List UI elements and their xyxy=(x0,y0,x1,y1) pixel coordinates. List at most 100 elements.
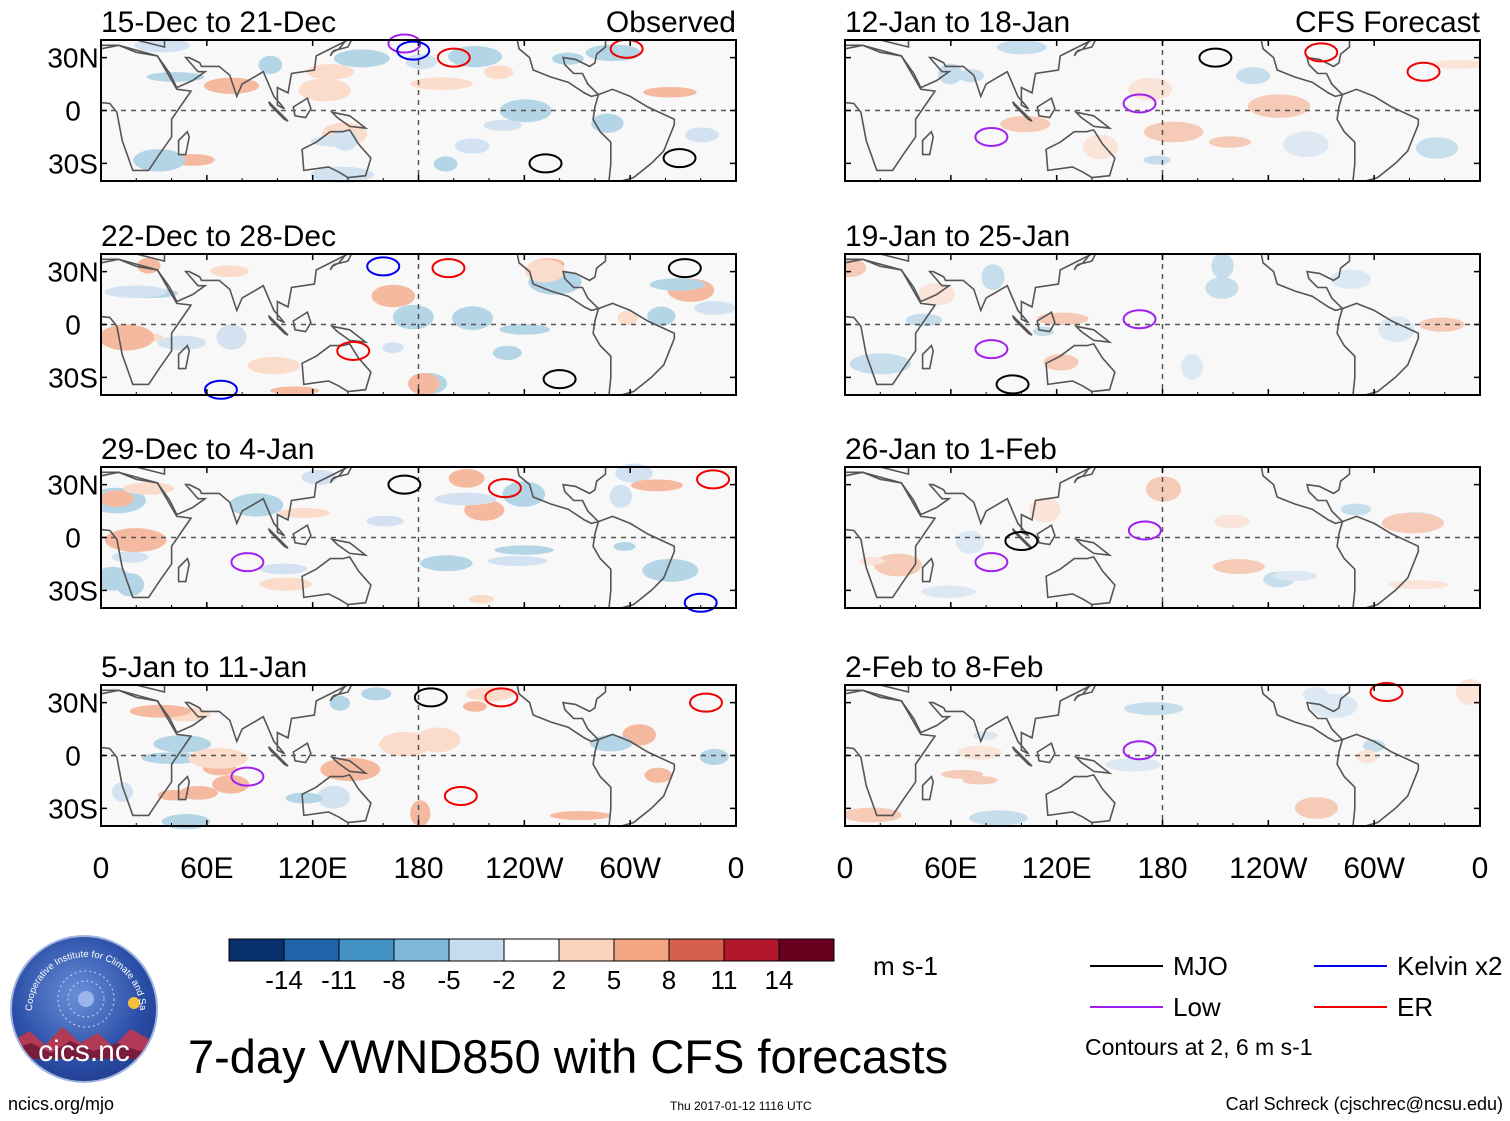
anomaly-blob xyxy=(112,782,133,802)
anomaly-blob xyxy=(609,484,633,508)
anomaly-blob xyxy=(921,585,976,598)
anomaly-blob xyxy=(329,695,351,711)
coastline xyxy=(1336,515,1420,609)
anomaly-shading xyxy=(845,679,1480,826)
anomaly-blob xyxy=(874,553,922,577)
y-tick-label: 30S xyxy=(48,148,98,179)
anomaly-blob xyxy=(1429,60,1480,69)
panel-0-2: 30N 0 30S 29-Dec to 4-Jan xyxy=(47,433,737,613)
anomaly-blob xyxy=(101,490,134,508)
coastline xyxy=(292,523,312,546)
coastline xyxy=(1045,342,1116,393)
anomaly-blob xyxy=(845,807,902,823)
coastline xyxy=(1011,101,1033,122)
anomaly-blob xyxy=(483,65,514,80)
colorbar-swatch xyxy=(338,938,395,962)
anomaly-blob xyxy=(499,324,551,335)
anomaly-blob xyxy=(465,687,514,702)
anomaly-shading xyxy=(101,257,736,395)
anomaly-blob xyxy=(981,264,1005,291)
anomaly-blob xyxy=(462,701,487,712)
anomaly-blob xyxy=(410,800,431,827)
panel-dates: 5-Jan to 11-Jan xyxy=(101,651,307,684)
x-tick-label: 60E xyxy=(924,852,977,885)
low-contour xyxy=(1122,309,1157,330)
x-tick-label: 0 xyxy=(728,852,745,885)
x-tick-label: 120E xyxy=(278,852,348,885)
low-contour xyxy=(1127,520,1162,541)
y-tick-label: 30S xyxy=(48,793,98,824)
coastline xyxy=(177,775,191,801)
anomaly-blob xyxy=(1105,757,1161,772)
anomaly-blob xyxy=(134,38,190,53)
colorbar-tick-label: 11 xyxy=(711,965,738,995)
x-tick-label: 180 xyxy=(393,852,443,885)
colorbar: -14 -11 -8 -5 -2 2 5 8 11 14 xyxy=(228,938,835,995)
anomaly-blob xyxy=(969,810,1028,826)
legend-label: ER xyxy=(1397,992,1433,1022)
anomaly-blob xyxy=(1455,679,1480,706)
anomaly-blob xyxy=(454,138,490,154)
low-contour xyxy=(974,126,1009,147)
anomaly-blob xyxy=(494,545,554,555)
anomaly-blob xyxy=(320,757,381,782)
coastline xyxy=(267,101,289,122)
coastline xyxy=(516,684,607,743)
y-tick-label: 0 xyxy=(65,741,81,772)
anomaly-blob xyxy=(1247,94,1311,118)
mjo-contour xyxy=(662,148,697,169)
y-tick-label: 30N xyxy=(47,470,98,501)
anomaly-blob xyxy=(153,735,212,753)
anomaly-blob xyxy=(405,54,437,70)
anomaly-blob xyxy=(122,482,175,495)
colorbar-tick-label: 5 xyxy=(607,965,621,995)
anomaly-blob xyxy=(277,507,330,518)
colorbar-tick-label: 2 xyxy=(552,965,566,995)
coastline xyxy=(1045,128,1116,179)
anomaly-blob xyxy=(1029,497,1061,523)
coastline xyxy=(101,471,193,599)
anomaly-blob xyxy=(468,594,495,604)
coastline xyxy=(329,755,369,775)
coastline xyxy=(267,315,289,336)
anomaly-blob xyxy=(617,310,639,325)
coastline xyxy=(301,342,372,393)
panel-grid: 30N 0 30S 15-Dec to 21-Dec Observed 30N 0 30S 22… xyxy=(47,6,1481,830)
coastline xyxy=(267,746,289,767)
coastline xyxy=(845,466,1093,537)
coastline xyxy=(177,344,191,370)
anomaly-blob xyxy=(146,72,205,82)
x-tick-label: 120W xyxy=(1229,852,1308,885)
er-contour xyxy=(431,258,466,279)
anomaly-blob xyxy=(133,149,186,172)
low-contour xyxy=(1122,740,1157,761)
coastline xyxy=(516,466,607,525)
figure-title: 7-day VWND850 with CFS forecasts xyxy=(188,1030,948,1083)
anomaly-blob xyxy=(693,301,736,315)
coastline xyxy=(592,515,676,609)
coastline xyxy=(1260,466,1351,525)
x-tick-label: 120E xyxy=(1022,852,1092,885)
anomaly-blob xyxy=(285,792,324,804)
anomaly-blob xyxy=(1208,136,1252,148)
colorbar-swatch xyxy=(558,938,615,962)
coastlines xyxy=(845,253,1420,396)
coastline xyxy=(301,128,372,179)
anomaly-blob xyxy=(415,727,461,753)
x-tick-label: 0 xyxy=(837,852,854,885)
coastline xyxy=(845,689,937,817)
coastline xyxy=(1336,88,1420,182)
coastline xyxy=(921,557,935,583)
anomaly-blob xyxy=(111,551,149,563)
anomaly-blob xyxy=(849,353,912,375)
anomaly-shading xyxy=(112,687,729,830)
coastline xyxy=(101,258,193,386)
colorbar-tick-label: -14 xyxy=(265,965,303,995)
anomaly-blob xyxy=(1123,702,1184,716)
y-tick-label: 30S xyxy=(48,362,98,393)
anomaly-blob xyxy=(955,530,985,554)
coastline xyxy=(1073,755,1113,775)
mountain-icon xyxy=(12,1027,156,1059)
coastline xyxy=(845,44,937,172)
